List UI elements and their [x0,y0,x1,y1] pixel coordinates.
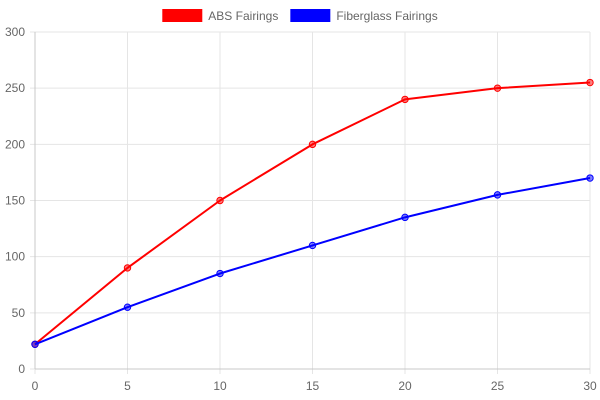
y-tick-label: 250 [5,81,25,95]
data-point[interactable] [31,340,39,348]
y-tick-label: 300 [5,25,25,39]
data-point[interactable] [308,140,317,149]
legend-swatch [290,9,331,22]
series-layer [31,78,594,348]
x-tick-label: 30 [583,379,597,393]
data-point[interactable] [123,303,132,311]
legend[interactable]: ABS Fairings Fiberglass Fairings [162,9,438,23]
x-tick-label: 0 [32,379,39,393]
x-tick-label: 20 [398,379,412,393]
y-tick-label: 0 [18,362,25,376]
legend-label: ABS Fairings [208,9,278,23]
grid-layer [30,31,591,374]
x-tick-label: 10 [213,379,227,393]
legend-item[interactable]: Fiberglass Fairings [290,9,438,23]
series-1 [31,174,594,348]
data-point[interactable] [216,196,224,205]
y-tick-label: 150 [5,194,25,208]
x-tick-label: 15 [306,379,320,393]
y-tick-label: 100 [5,250,25,264]
data-point[interactable] [586,78,594,87]
data-point[interactable] [401,213,409,222]
x-tick-label: 5 [124,379,131,393]
data-point[interactable] [123,264,132,272]
y-tick-label: 200 [5,137,25,151]
data-point[interactable] [493,191,502,199]
x-tick-label: 25 [491,379,505,393]
data-point[interactable] [493,84,502,92]
legend-item[interactable]: ABS Fairings [162,9,278,23]
data-point[interactable] [308,241,317,250]
data-point[interactable] [586,174,594,182]
legend-swatch [162,9,203,22]
y-tick-label: 50 [12,306,26,320]
data-point[interactable] [401,95,409,104]
legend-label: Fiberglass Fairings [336,9,437,23]
data-point[interactable] [216,269,224,278]
